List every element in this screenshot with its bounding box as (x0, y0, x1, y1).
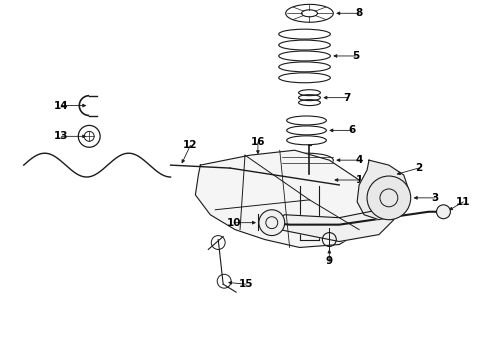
Text: 9: 9 (326, 256, 333, 266)
Text: 10: 10 (227, 218, 242, 228)
Text: 8: 8 (355, 8, 363, 18)
Polygon shape (357, 160, 409, 220)
Text: 12: 12 (183, 140, 197, 150)
Text: 3: 3 (431, 193, 438, 203)
Text: 14: 14 (54, 100, 69, 111)
Text: 2: 2 (415, 163, 422, 173)
Text: 6: 6 (348, 125, 356, 135)
Text: 1: 1 (355, 175, 363, 185)
Text: 13: 13 (54, 131, 69, 141)
Polygon shape (196, 150, 374, 247)
Text: 16: 16 (251, 137, 265, 147)
Text: 7: 7 (343, 93, 351, 103)
Circle shape (259, 210, 285, 235)
Circle shape (367, 176, 411, 220)
Polygon shape (275, 210, 394, 242)
Text: 4: 4 (355, 155, 363, 165)
Text: 5: 5 (352, 51, 360, 61)
Circle shape (437, 205, 450, 219)
Text: 11: 11 (456, 197, 470, 207)
Text: 15: 15 (239, 279, 253, 289)
